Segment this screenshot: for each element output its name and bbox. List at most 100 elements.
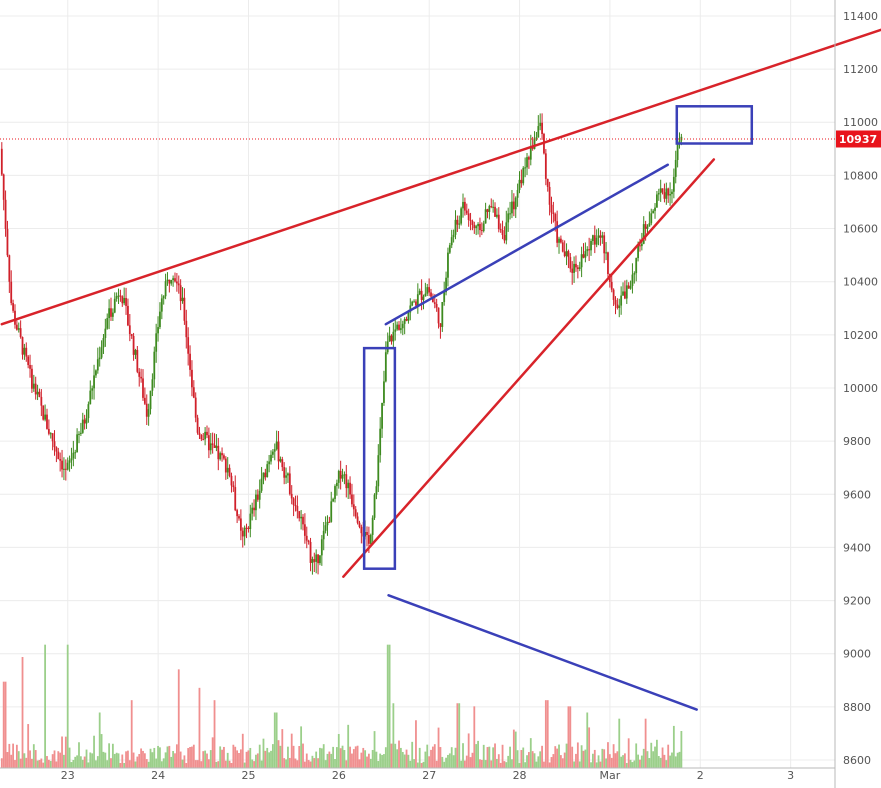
volume-bar — [226, 752, 229, 768]
candle-body — [667, 188, 670, 196]
volume-bar — [59, 752, 62, 768]
candle-body — [561, 242, 564, 252]
volume-bar — [597, 755, 600, 768]
volume-bar — [460, 760, 463, 768]
volume-bar — [198, 687, 201, 768]
volume-bar — [128, 760, 131, 768]
candle-body — [85, 418, 88, 424]
candle-body — [383, 381, 385, 403]
volume-bar — [511, 759, 513, 768]
candle-body — [322, 530, 325, 540]
candle-body — [366, 531, 368, 536]
volume-bar — [541, 745, 543, 768]
x-tick-label: 3 — [787, 769, 794, 782]
price-axis: 8600 8800 9000 9200 9400 9600 9800 10000 10200 10… — [843, 10, 878, 767]
candle-body — [620, 295, 623, 306]
volume-bar — [2, 681, 5, 768]
volume-bar — [578, 761, 581, 768]
volume-bar — [388, 644, 391, 768]
candle-body — [155, 333, 158, 352]
volume-bar — [209, 750, 212, 768]
volume-bar — [202, 751, 205, 768]
candle-body — [622, 291, 624, 296]
candle-body — [76, 434, 79, 453]
volume-bar — [319, 747, 321, 768]
candle-body — [232, 485, 235, 488]
candle-body — [463, 201, 466, 211]
candle-body — [260, 478, 263, 491]
volume-bar — [561, 758, 564, 768]
candle-body — [209, 443, 212, 451]
candle-body — [556, 221, 559, 243]
volume-bar — [537, 756, 540, 768]
candle-body — [143, 397, 146, 404]
volume-bar — [87, 762, 90, 768]
candle-body — [354, 509, 357, 517]
candle-body — [420, 290, 423, 300]
volume-bar — [320, 748, 323, 768]
candle-body — [671, 191, 673, 195]
volume-bar — [12, 743, 15, 768]
candle-body — [639, 245, 641, 247]
candle-body — [8, 255, 11, 282]
y-tick-label: 11200 — [843, 63, 878, 76]
candle-body — [196, 417, 199, 433]
candle-body — [367, 535, 370, 544]
candle-body — [394, 329, 397, 332]
volume-bar — [526, 755, 528, 768]
volume-bar — [125, 751, 127, 768]
candle-body — [460, 208, 463, 224]
candle-body — [204, 431, 207, 440]
volume-bar — [142, 750, 144, 768]
volume-bar — [381, 754, 383, 768]
volume-bar — [166, 746, 169, 768]
volume-bar — [258, 744, 261, 768]
candle-body — [249, 513, 252, 530]
y-tick-label: 9600 — [843, 488, 871, 501]
volume-bar — [441, 756, 444, 768]
candle-body — [239, 518, 242, 531]
volume-bar — [251, 759, 254, 768]
y-tick-label: 9000 — [843, 648, 871, 661]
candle-body — [482, 223, 485, 231]
volume-bar — [584, 749, 587, 768]
candle-body — [652, 210, 655, 214]
volume-bar — [383, 754, 385, 768]
volume-bar — [665, 760, 668, 768]
volume-bar — [642, 748, 645, 768]
volume-bar — [661, 747, 664, 768]
volume-bar — [10, 754, 13, 768]
candle-body — [44, 414, 47, 420]
volume-bar — [121, 754, 124, 768]
candle-body — [431, 296, 434, 303]
candle-body — [147, 409, 150, 417]
volume-bar — [407, 754, 410, 768]
candle-body — [119, 295, 122, 297]
candle-body — [153, 351, 156, 380]
candle-body — [174, 278, 176, 282]
candle-body — [253, 507, 255, 511]
volume-bar — [624, 753, 626, 768]
volume-bar — [81, 759, 84, 768]
candle-body — [245, 527, 248, 529]
candle-body — [554, 214, 557, 222]
candle-body — [63, 468, 65, 470]
volume-bar — [362, 747, 365, 768]
volume-bar — [6, 752, 9, 768]
candle-body — [281, 459, 284, 468]
candle-body — [488, 206, 491, 212]
candle-body — [452, 234, 455, 238]
candle-body — [379, 428, 382, 456]
candle-body — [100, 347, 103, 358]
volume-bar — [522, 747, 525, 768]
volume-bar — [17, 751, 20, 768]
candle-body — [19, 328, 22, 338]
candle-body — [191, 369, 193, 388]
volume-bar — [98, 712, 101, 768]
candle-body — [518, 179, 521, 190]
candle-body — [477, 223, 479, 227]
volume-bar — [445, 757, 447, 768]
volume-bar — [635, 743, 638, 768]
volume-bar — [650, 742, 653, 768]
